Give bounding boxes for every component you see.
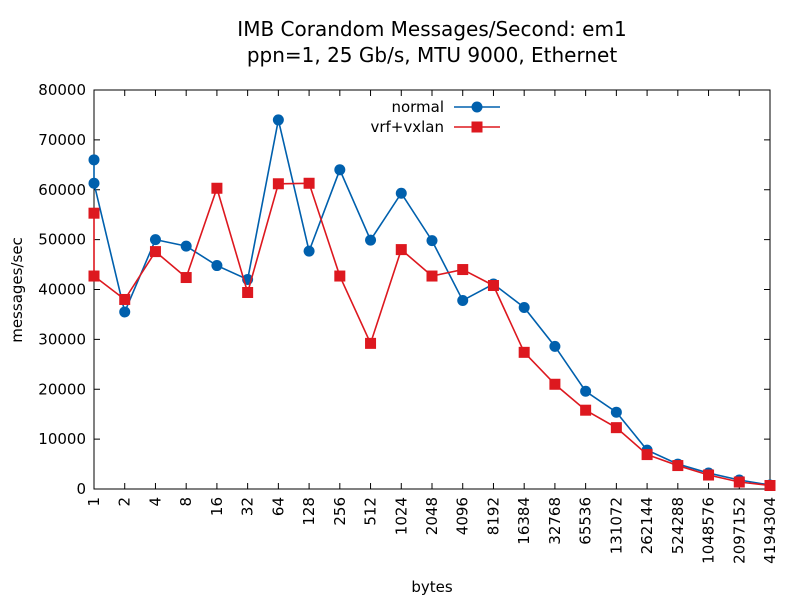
- data-point: [211, 260, 223, 272]
- x-tick-label: 131072: [607, 497, 625, 554]
- data-point: [487, 280, 499, 292]
- data-point: [764, 480, 776, 492]
- y-tick-label: 80000: [38, 81, 86, 99]
- data-point: [119, 306, 131, 318]
- legend: normal vrf+vxlan: [370, 98, 500, 136]
- y-tick-label: 30000: [38, 330, 86, 348]
- data-point: [641, 449, 653, 461]
- y-tick-label: 70000: [38, 131, 86, 149]
- data-point: [119, 293, 131, 305]
- chart-subtitle: ppn=1, 25 Gb/s, MTU 9000, Ethernet: [247, 43, 618, 67]
- series-vrf-vxlan: [88, 177, 776, 492]
- series-layer: [88, 114, 776, 492]
- data-point: [549, 378, 561, 390]
- data-point: [88, 270, 100, 282]
- data-point: [180, 272, 192, 284]
- legend-marker: [471, 121, 483, 133]
- data-point: [703, 469, 715, 481]
- data-point: [365, 337, 377, 349]
- y-axis: 0 10000 20000 30000 40000 50000 60000 70000 8000…: [38, 81, 770, 498]
- x-tick-label: 128: [300, 497, 318, 526]
- data-point: [211, 182, 223, 194]
- data-point: [242, 286, 254, 298]
- x-tick-label: 4194304: [761, 497, 779, 564]
- series-line: [93, 182, 771, 487]
- series-normal: [88, 114, 776, 491]
- x-tick-label: 4: [146, 497, 164, 507]
- x-axis: 1 2 4 8 16 32 64 128 256 512 1024 2048 4096 8192 16384…: [85, 90, 779, 564]
- x-tick-label: 8: [177, 497, 195, 507]
- data-point: [457, 294, 469, 306]
- data-point: [303, 177, 315, 189]
- x-tick-label: 524288: [669, 497, 687, 554]
- y-tick-label: 50000: [38, 231, 86, 249]
- x-tick-label: 2048: [423, 497, 441, 535]
- x-tick-label: 262144: [638, 497, 656, 554]
- data-point: [365, 234, 377, 246]
- chart-title: IMB Corandom Messages/Second: em1: [237, 17, 626, 41]
- data-point: [549, 340, 561, 352]
- data-point: [580, 385, 592, 397]
- x-tick-label: 32768: [546, 497, 564, 545]
- x-tick-label: 1048576: [700, 497, 718, 564]
- x-tick-label: 4096: [454, 497, 472, 535]
- data-point: [180, 240, 192, 252]
- data-point: [610, 422, 622, 434]
- x-tick-label: 65536: [577, 497, 595, 545]
- x-tick-label: 512: [362, 497, 380, 526]
- data-point: [334, 270, 346, 282]
- data-point: [426, 235, 438, 247]
- data-point: [272, 114, 284, 126]
- x-tick-label: 16: [208, 497, 226, 516]
- x-tick-label: 32: [239, 497, 257, 516]
- data-point: [580, 404, 592, 416]
- legend-label: vrf+vxlan: [370, 118, 444, 136]
- x-tick-label: 2: [116, 497, 134, 507]
- y-tick-label: 10000: [38, 430, 86, 448]
- data-point: [518, 346, 530, 358]
- data-point: [457, 264, 469, 276]
- data-point: [149, 246, 161, 258]
- x-tick-label: 64: [269, 497, 287, 516]
- y-tick-label: 0: [76, 480, 86, 498]
- x-tick-label: 1024: [392, 497, 410, 535]
- data-point: [733, 476, 745, 488]
- plot-frame: [93, 89, 771, 490]
- data-point: [303, 245, 315, 257]
- legend-marker: [471, 101, 483, 113]
- x-tick-label: 2097152: [730, 497, 748, 564]
- x-axis-label: bytes: [411, 578, 453, 596]
- data-point: [88, 154, 100, 166]
- x-tick-label: 256: [331, 497, 349, 526]
- x-tick-label: 16384: [515, 497, 533, 545]
- data-point: [395, 244, 407, 256]
- data-point: [395, 187, 407, 199]
- data-point: [426, 270, 438, 282]
- data-point: [334, 164, 346, 176]
- y-tick-label: 60000: [38, 181, 86, 199]
- data-point: [88, 177, 100, 189]
- data-point: [518, 301, 530, 313]
- x-tick-label: 1: [85, 497, 103, 507]
- y-tick-label: 40000: [38, 281, 86, 299]
- series-line: [93, 119, 771, 486]
- y-tick-label: 20000: [38, 380, 86, 398]
- x-tick-label: 8192: [484, 497, 502, 535]
- data-point: [88, 207, 100, 219]
- legend-label: normal: [391, 98, 444, 116]
- data-point: [272, 178, 284, 190]
- data-point: [672, 460, 684, 472]
- data-point: [149, 234, 161, 246]
- data-point: [610, 406, 622, 418]
- y-axis-label: messages/sec: [8, 237, 26, 343]
